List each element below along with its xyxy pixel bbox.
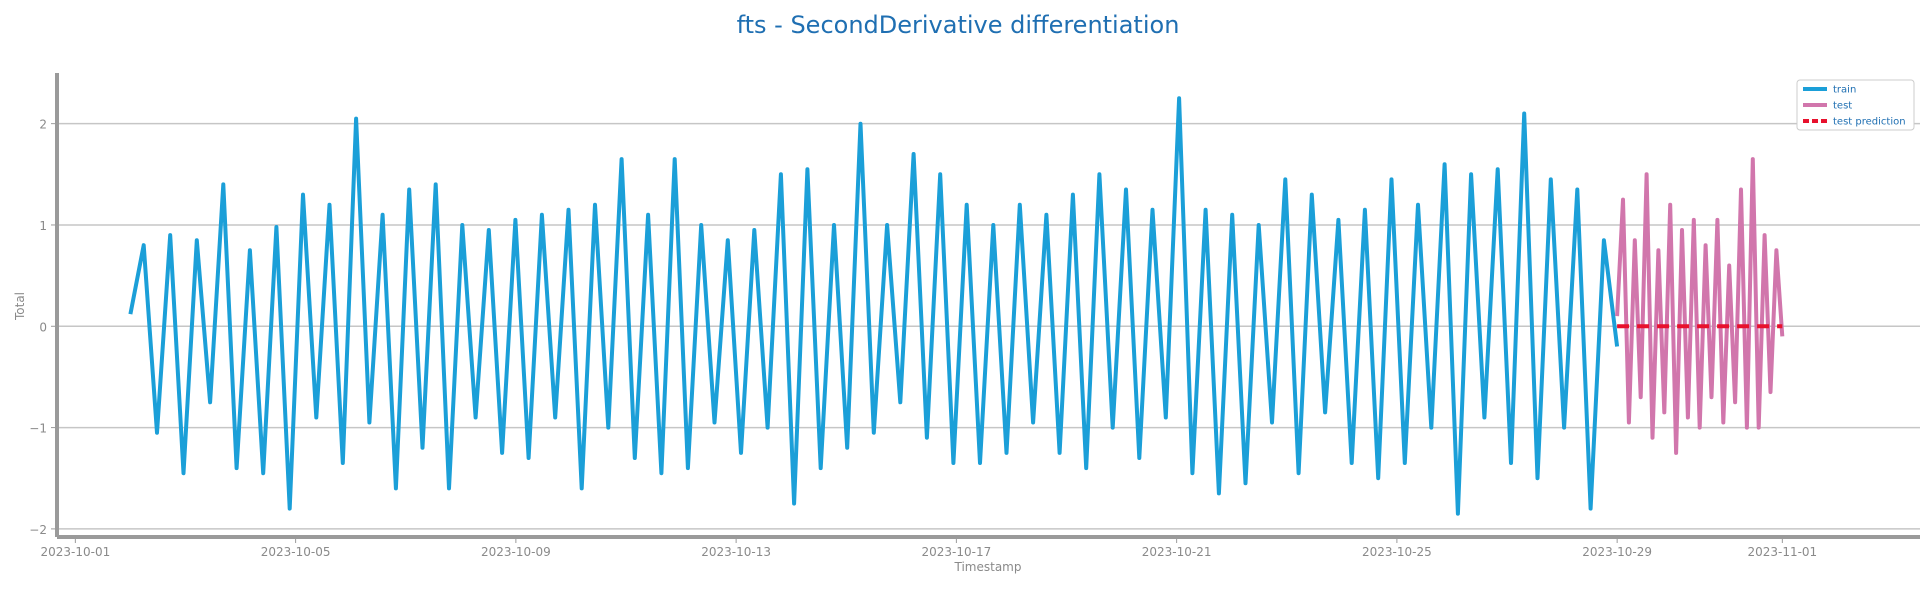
x-tick-label: 2023-10-01 bbox=[40, 545, 110, 559]
series-line-test bbox=[1615, 157, 1785, 455]
y-axis-label: Total bbox=[13, 292, 27, 321]
series-line-train bbox=[128, 96, 1620, 516]
x-tick-label: 2023-10-17 bbox=[922, 545, 992, 559]
series-layer bbox=[128, 96, 1785, 516]
x-tick-label: 2023-11-01 bbox=[1747, 545, 1817, 559]
y-tick-label: −1 bbox=[29, 422, 47, 436]
x-tick-label: 2023-10-29 bbox=[1582, 545, 1652, 559]
legend-label: test bbox=[1833, 101, 1852, 112]
x-ticks: 2023-10-01 2023-10-05 2023-10-09 2023-10-13… bbox=[40, 539, 1817, 559]
y-tick-label: −2 bbox=[29, 523, 47, 537]
legend: train test test prediction bbox=[1796, 79, 1915, 131]
y-tick-label: 0 bbox=[39, 320, 47, 334]
chart-title: fts - SecondDerivative differentiation bbox=[737, 11, 1180, 39]
axes bbox=[55, 73, 1920, 539]
y-ticks: −2 −1 0 1 2 bbox=[29, 118, 55, 537]
legend-label: train bbox=[1833, 85, 1856, 96]
x-tick-label: 2023-10-21 bbox=[1142, 545, 1212, 559]
y-tick-label: 1 bbox=[39, 219, 47, 233]
x-tick-label: 2023-10-09 bbox=[481, 545, 551, 559]
legend-label: test prediction bbox=[1833, 117, 1906, 128]
y-tick-label: 2 bbox=[39, 118, 47, 132]
x-tick-label: 2023-10-13 bbox=[701, 545, 771, 559]
legend-box bbox=[1796, 79, 1915, 131]
x-tick-label: 2023-10-05 bbox=[261, 545, 331, 559]
x-axis-label: Timestamp bbox=[954, 560, 1022, 574]
x-tick-label: 2023-10-25 bbox=[1362, 545, 1432, 559]
